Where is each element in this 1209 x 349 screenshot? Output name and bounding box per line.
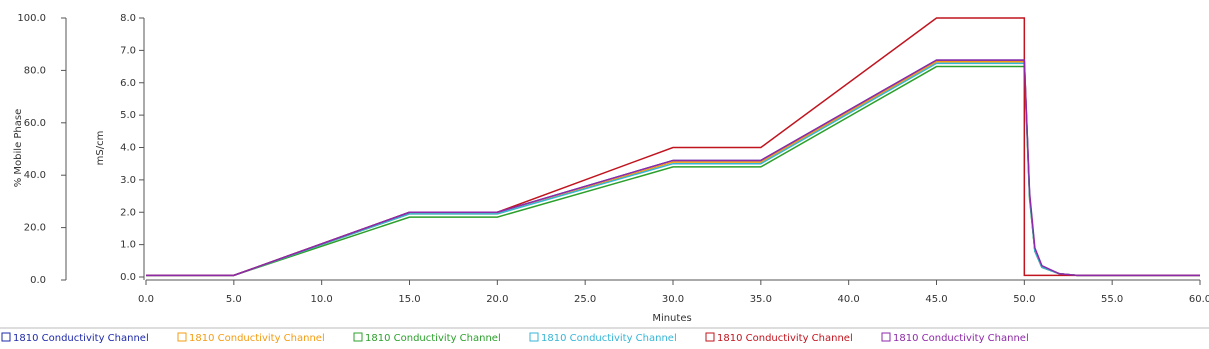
x-tick-label: 0.0 xyxy=(138,294,154,305)
y-tick-label: 7.0 xyxy=(120,45,136,56)
x-tick-label: 10.0 xyxy=(311,294,333,305)
y2-axis-title: % Mobile Phase xyxy=(13,109,24,188)
legend-swatch xyxy=(1,332,11,342)
x-tick-label: 5.0 xyxy=(226,294,242,305)
x-tick-label: 50.0 xyxy=(1013,294,1035,305)
series-line xyxy=(146,60,1200,277)
y2-tick-label: 0.0 xyxy=(30,275,46,286)
legend-label: 1810 Conductivity Channel xyxy=(717,333,853,344)
y-tick-label: 1.0 xyxy=(120,240,136,251)
legend-label: 1810 Conductivity Channel xyxy=(365,333,501,344)
y-axis-title: mS/cm xyxy=(95,131,106,166)
y2-tick-label: 60.0 xyxy=(24,118,46,129)
legend-swatch xyxy=(705,332,715,342)
y-tick-label: 2.0 xyxy=(120,207,136,218)
x-tick-label: 60.0 xyxy=(1189,294,1209,305)
y-tick-label: 4.0 xyxy=(120,143,136,154)
y2-tick-label: 20.0 xyxy=(24,223,46,234)
series-line xyxy=(146,62,1200,277)
series-line xyxy=(146,59,1200,277)
y2-tick-label: 100.0 xyxy=(17,13,46,24)
y2-tick-label: 80.0 xyxy=(24,65,46,76)
series-line xyxy=(146,17,1200,277)
x-tick-label: 25.0 xyxy=(574,294,596,305)
legend-label: 1810 Conductivity Channel xyxy=(893,333,1029,344)
x-tick-label: 55.0 xyxy=(1101,294,1123,305)
legend: 1810 Conductivity Channel 1810 Conductivi… xyxy=(1,332,1029,344)
legend-swatch xyxy=(353,332,363,342)
legend-swatch xyxy=(177,332,187,342)
y-tick-label: 0.0 xyxy=(120,272,136,283)
x-tick-label: 35.0 xyxy=(750,294,772,305)
legend-label: 1810 Conductivity Channel xyxy=(541,333,677,344)
y2-tick-label: 40.0 xyxy=(24,170,46,181)
y-tick-label: 5.0 xyxy=(120,110,136,121)
x-tick-label: 15.0 xyxy=(398,294,420,305)
legend-swatch xyxy=(529,332,539,342)
x-tick-label: 20.0 xyxy=(486,294,508,305)
x-axis-title: Minutes xyxy=(652,313,691,324)
x-tick-label: 30.0 xyxy=(662,294,684,305)
y-tick-label: 8.0 xyxy=(120,13,136,24)
legend-swatch xyxy=(881,332,891,342)
legend-label: 1810 Conductivity Channel xyxy=(13,333,149,344)
series-line xyxy=(146,59,1200,277)
legend-label: 1810 Conductivity Channel xyxy=(189,333,325,344)
y-tick-label: 6.0 xyxy=(120,78,136,89)
x-tick-label: 45.0 xyxy=(925,294,947,305)
y-tick-label: 3.0 xyxy=(120,175,136,186)
x-tick-label: 40.0 xyxy=(838,294,860,305)
series-line xyxy=(146,65,1200,277)
